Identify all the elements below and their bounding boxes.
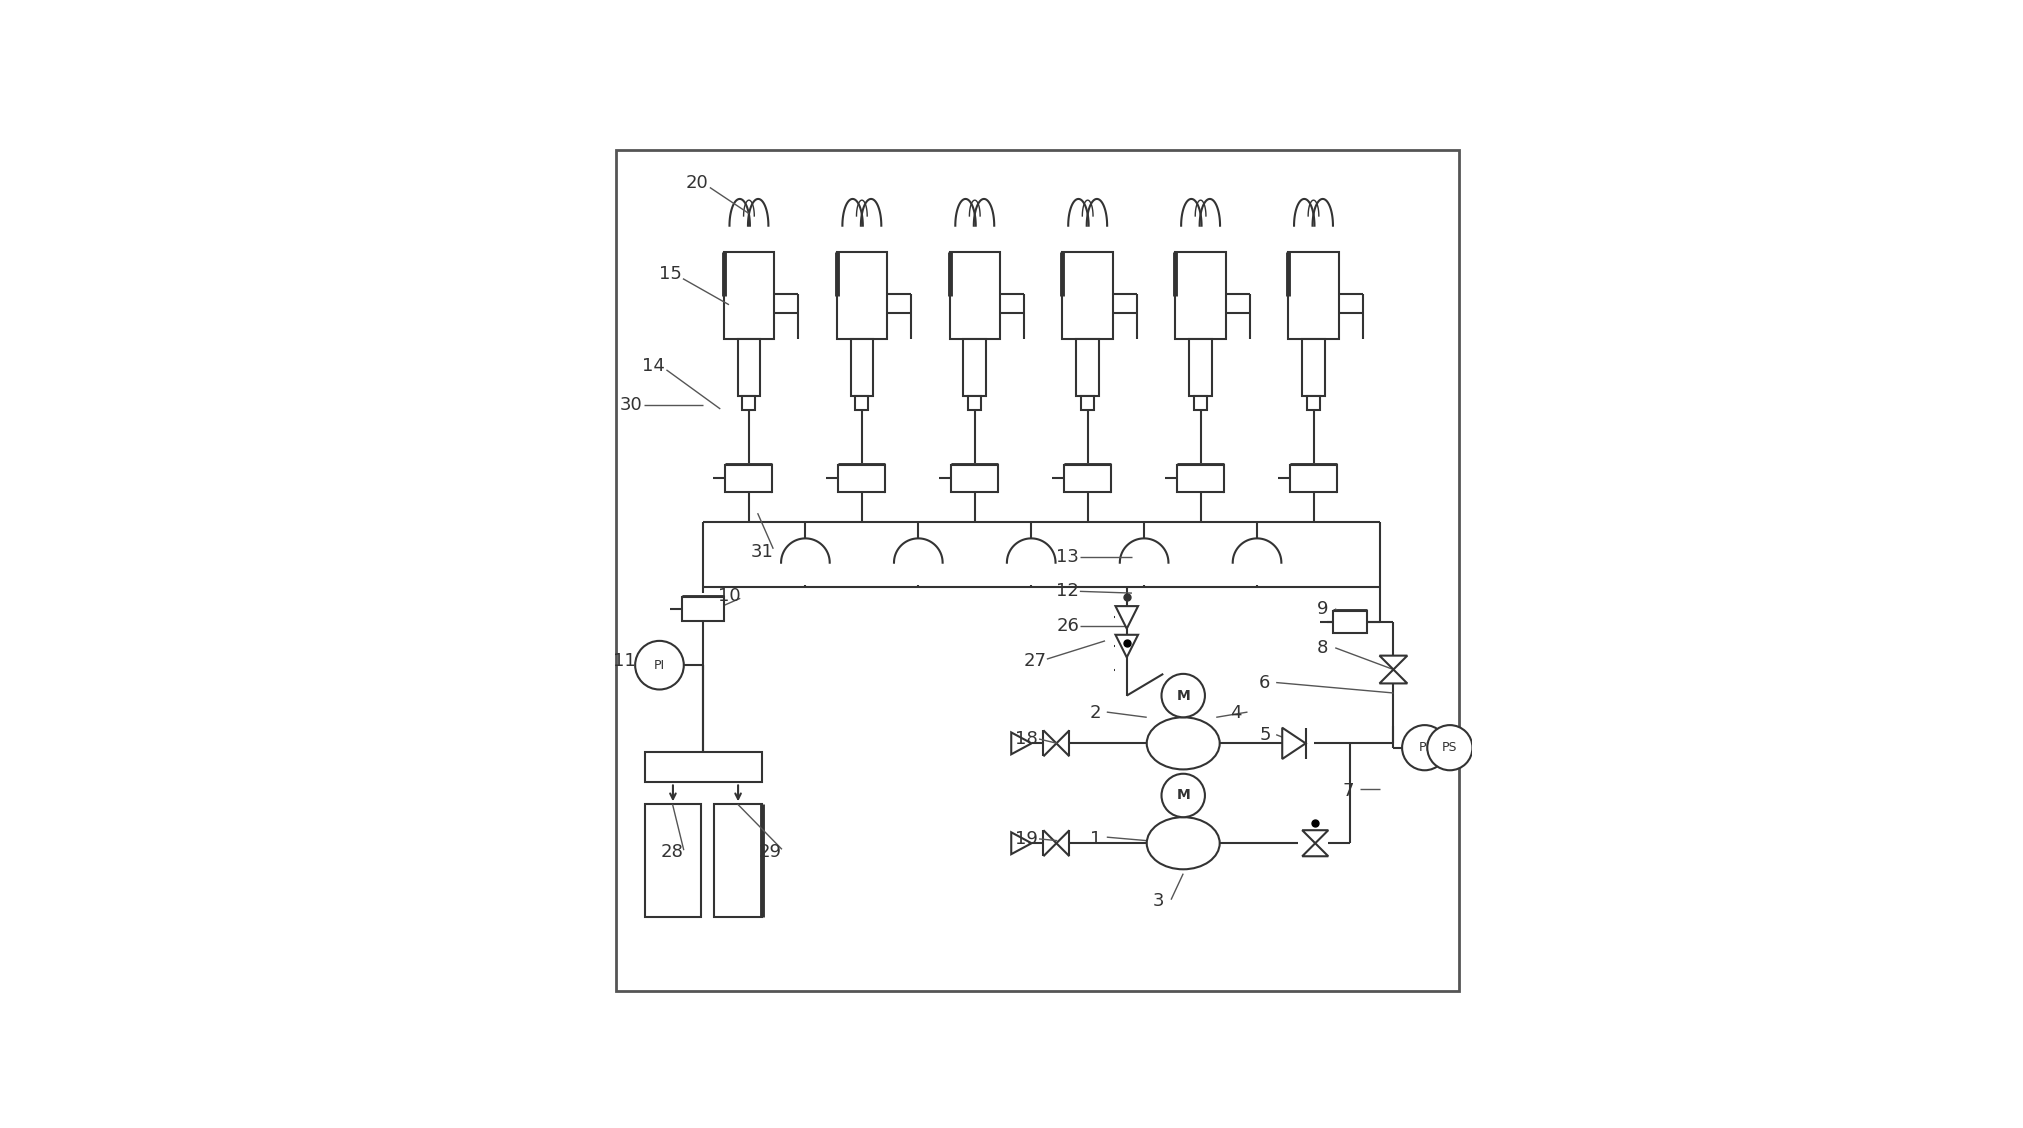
Bar — [1289, 465, 1337, 492]
Ellipse shape — [1147, 817, 1220, 870]
Bar — [645, 804, 700, 917]
Bar — [850, 340, 872, 396]
Polygon shape — [1012, 732, 1032, 755]
Polygon shape — [1301, 830, 1327, 844]
Text: M: M — [1175, 688, 1190, 703]
Bar — [724, 465, 773, 492]
Polygon shape — [1115, 606, 1137, 628]
Bar — [963, 340, 985, 396]
Text: 29: 29 — [759, 843, 781, 861]
Text: 4: 4 — [1230, 704, 1240, 722]
Text: 28: 28 — [659, 843, 682, 861]
Text: 6: 6 — [1258, 673, 1270, 691]
Circle shape — [1161, 673, 1204, 717]
Bar — [967, 396, 981, 409]
Text: 30: 30 — [619, 396, 641, 414]
Text: 7: 7 — [1341, 782, 1353, 800]
Bar — [838, 465, 884, 492]
Bar — [724, 253, 773, 340]
Text: 5: 5 — [1258, 725, 1270, 743]
Polygon shape — [1283, 728, 1305, 759]
Text: 20: 20 — [686, 174, 708, 192]
Circle shape — [1402, 725, 1446, 770]
Text: 11: 11 — [613, 652, 635, 670]
Circle shape — [635, 641, 684, 689]
Text: 9: 9 — [1315, 600, 1327, 618]
Bar — [949, 253, 999, 340]
Bar — [951, 465, 997, 492]
Bar — [1301, 340, 1325, 396]
Text: PI: PI — [653, 659, 666, 671]
Bar — [736, 340, 761, 396]
Bar — [742, 396, 755, 409]
Text: 14: 14 — [641, 356, 664, 374]
Polygon shape — [1380, 655, 1406, 670]
Bar — [856, 396, 868, 409]
Text: 15: 15 — [659, 265, 682, 283]
Bar — [682, 597, 724, 620]
Circle shape — [1426, 725, 1471, 770]
Text: 1: 1 — [1088, 830, 1101, 848]
Bar — [1175, 253, 1226, 340]
Text: PS: PS — [1442, 741, 1457, 755]
Ellipse shape — [1147, 717, 1220, 769]
Bar — [1062, 253, 1113, 340]
Polygon shape — [1301, 844, 1327, 856]
Bar — [1080, 396, 1094, 409]
Bar — [1076, 340, 1098, 396]
Bar — [1194, 396, 1206, 409]
Bar — [1190, 340, 1212, 396]
Bar — [835, 253, 886, 340]
Text: M: M — [1175, 788, 1190, 802]
Text: 12: 12 — [1056, 582, 1078, 600]
Text: 19: 19 — [1014, 830, 1038, 848]
Text: 18: 18 — [1014, 730, 1038, 748]
Text: 10: 10 — [718, 587, 740, 605]
Text: 31: 31 — [751, 544, 773, 562]
Bar — [1289, 253, 1337, 340]
Text: 27: 27 — [1024, 652, 1046, 670]
Bar — [1064, 465, 1111, 492]
Bar — [1331, 611, 1368, 633]
Bar — [714, 804, 761, 917]
Circle shape — [1161, 774, 1204, 817]
Text: 26: 26 — [1056, 617, 1078, 635]
Bar — [1307, 396, 1319, 409]
Text: PI: PI — [1418, 741, 1430, 755]
Text: 8: 8 — [1315, 638, 1327, 656]
Bar — [1177, 465, 1224, 492]
Text: 2: 2 — [1088, 704, 1101, 722]
Polygon shape — [1115, 635, 1137, 658]
Polygon shape — [1380, 670, 1406, 684]
Text: 13: 13 — [1056, 547, 1078, 565]
Polygon shape — [1012, 832, 1032, 854]
Bar — [645, 752, 761, 783]
Text: 3: 3 — [1153, 892, 1163, 910]
